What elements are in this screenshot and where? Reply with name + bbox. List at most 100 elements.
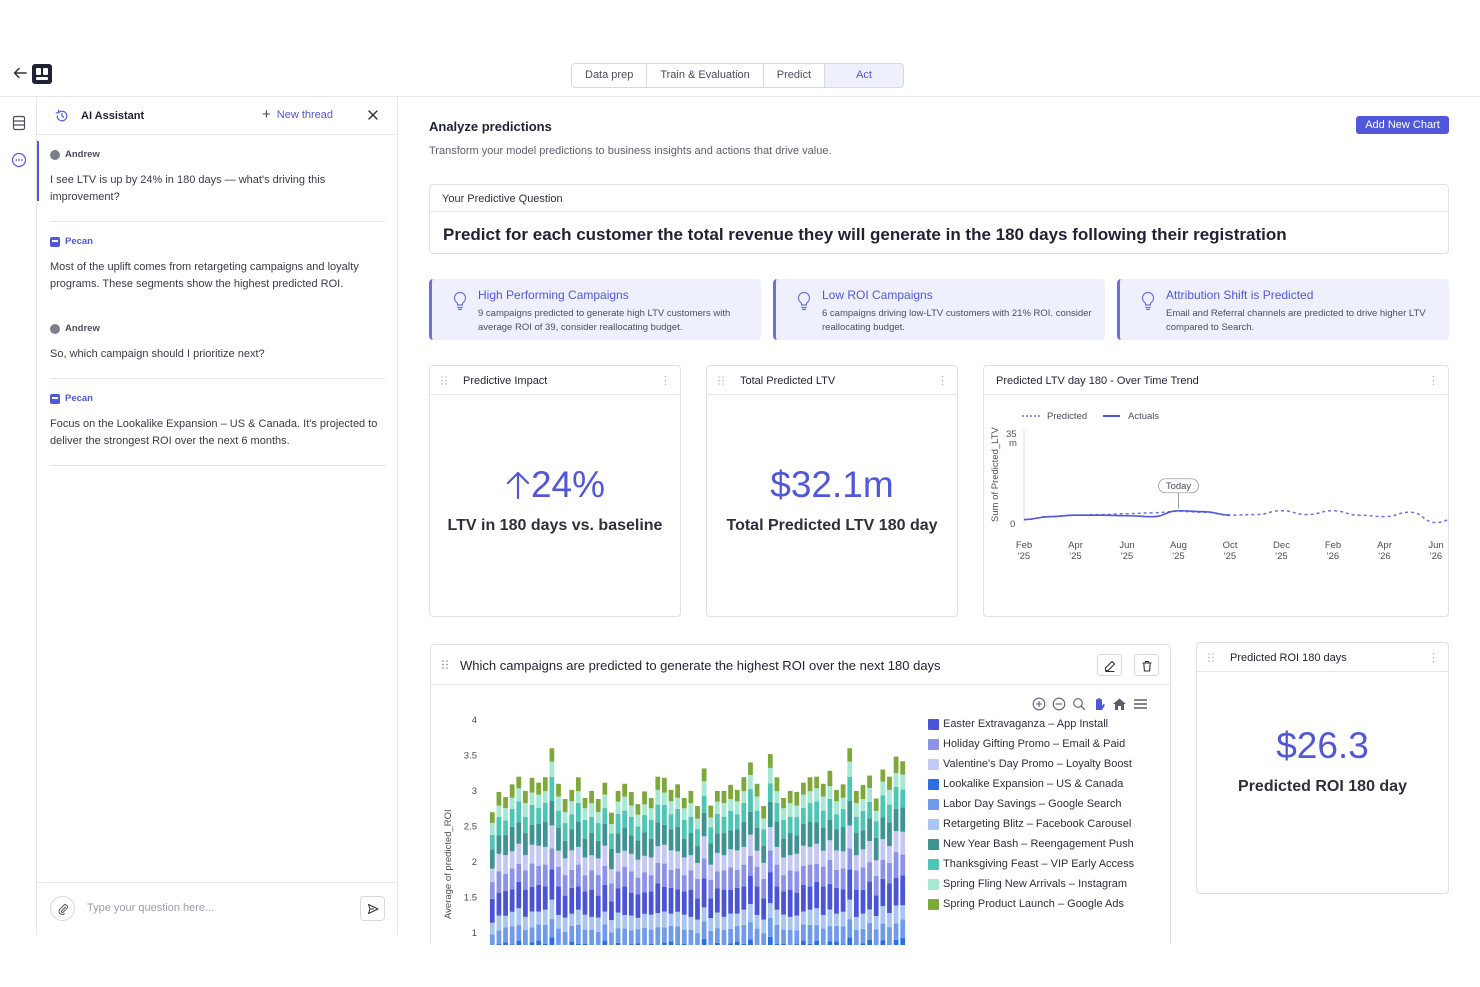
bar-stack[interactable] [774, 777, 780, 945]
legend-item[interactable]: Spring Fling New Arrivals – Instagram [928, 878, 1127, 890]
menu-icon[interactable] [1133, 697, 1148, 711]
bar-stack[interactable] [648, 797, 654, 945]
bar-stack[interactable] [900, 761, 906, 945]
legend-item[interactable]: Labor Day Savings – Google Search [928, 798, 1122, 810]
bar-stack[interactable] [807, 777, 813, 945]
home-icon[interactable] [1112, 697, 1127, 711]
bar-stack[interactable] [721, 790, 727, 945]
bar-stack[interactable] [536, 782, 542, 945]
bar-stack[interactable] [635, 804, 641, 945]
more-options-icon[interactable] [941, 375, 944, 386]
bar-stack[interactable] [853, 790, 859, 945]
legend-item[interactable]: Thanksgiving Feast – VIP Early Access [928, 858, 1134, 870]
zoom-in-icon[interactable] [1032, 697, 1046, 711]
legend-item[interactable]: Easter Extravaganza – App Install [928, 718, 1108, 730]
drag-handle-icon[interactable] [1208, 653, 1214, 662]
bar-stack[interactable] [668, 789, 674, 945]
legend-item[interactable]: Valentine's Day Promo – Loyalty Boost [928, 758, 1132, 770]
bar-stack[interactable] [873, 798, 879, 945]
bar-stack[interactable] [860, 784, 866, 945]
list-icon[interactable] [11, 115, 27, 131]
bar-stack[interactable] [767, 754, 773, 945]
bar-stack[interactable] [787, 790, 793, 945]
bar-stack[interactable] [754, 783, 760, 945]
bar-stack[interactable] [834, 789, 839, 945]
bar-stack[interactable] [801, 782, 806, 945]
bar-stack[interactable] [794, 791, 800, 945]
bar-stack[interactable] [489, 812, 495, 945]
bar-stack[interactable] [642, 791, 647, 945]
bar-stack[interactable] [595, 799, 601, 945]
more-options-icon[interactable] [1432, 375, 1435, 386]
chat-icon[interactable] [11, 152, 27, 168]
bar-stack[interactable] [589, 790, 594, 945]
legend-item[interactable]: Holiday Gifting Promo – Email & Paid [928, 738, 1125, 750]
bar-stack[interactable] [503, 796, 508, 945]
bar-stack[interactable] [569, 789, 575, 945]
bar-stack[interactable] [741, 777, 747, 945]
bar-stack[interactable] [542, 777, 548, 945]
bar-stack[interactable] [847, 748, 853, 945]
drag-handle-icon[interactable] [441, 376, 447, 385]
send-button[interactable] [360, 896, 385, 921]
bar-stack[interactable] [549, 748, 555, 945]
bar-stack[interactable] [609, 812, 614, 945]
drag-handle-icon[interactable] [442, 660, 448, 669]
add-new-chart-button[interactable]: Add New Chart [1356, 116, 1449, 134]
bar-stack[interactable] [628, 791, 634, 945]
insight-card-low-roi[interactable]: Low ROI Campaigns 6 campaigns driving lo… [773, 279, 1105, 340]
bar-stack[interactable] [582, 797, 588, 945]
bar-stack[interactable] [516, 776, 522, 945]
bar-stack[interactable] [701, 768, 707, 945]
bar-stack[interactable] [781, 797, 786, 945]
bar-stack[interactable] [748, 762, 753, 945]
back-arrow-icon[interactable] [12, 65, 28, 81]
more-options-icon[interactable] [1432, 652, 1435, 663]
close-icon[interactable] [367, 109, 379, 121]
bar-stack[interactable] [509, 784, 515, 945]
bar-stack[interactable] [761, 806, 767, 945]
bar-stack[interactable] [575, 777, 581, 945]
more-options-icon[interactable] [664, 375, 667, 386]
bar-stack[interactable] [887, 776, 892, 945]
bar-stack[interactable] [655, 776, 661, 945]
bar-stack[interactable] [880, 769, 886, 945]
bar-stack[interactable] [827, 770, 833, 945]
step-act[interactable]: Act [825, 64, 904, 87]
insight-card-high-performing[interactable]: High Performing Campaigns 9 campaigns pr… [429, 279, 761, 340]
chat-input[interactable]: Type your question here... [87, 902, 215, 914]
zoom-out-icon[interactable] [1052, 697, 1066, 711]
bar-stack[interactable] [622, 783, 628, 945]
bar-stack[interactable] [681, 797, 687, 945]
bar-stack[interactable] [728, 784, 733, 945]
bar-stack[interactable] [814, 776, 820, 945]
bar-stack[interactable] [662, 777, 667, 945]
bar-stack[interactable] [496, 791, 502, 945]
bar-stack[interactable] [529, 777, 535, 945]
new-thread-button[interactable]: + New thread [262, 107, 333, 122]
bar-stack[interactable] [840, 784, 846, 945]
legend-item[interactable]: New Year Bash – Reengagement Push [928, 838, 1134, 850]
bar-stack[interactable] [714, 790, 720, 945]
bar-stack[interactable] [695, 806, 700, 945]
attach-button[interactable] [50, 896, 75, 921]
bar-stack[interactable] [734, 789, 740, 945]
legend-item[interactable]: Lookalike Expansion – US & Canada [928, 778, 1123, 790]
history-icon[interactable] [55, 109, 69, 123]
edit-button[interactable] [1097, 654, 1122, 676]
pan-hand-icon[interactable] [1092, 697, 1106, 711]
bar-stack[interactable] [675, 784, 681, 945]
step-predict[interactable]: Predict [764, 64, 826, 87]
bar-stack[interactable] [893, 756, 899, 945]
bar-stack[interactable] [708, 805, 714, 945]
step-train-evaluation[interactable]: Train & Evaluation [647, 64, 764, 87]
bar-stack[interactable] [602, 782, 608, 945]
step-data-prep[interactable]: Data prep [572, 64, 648, 87]
bar-stack[interactable] [820, 783, 826, 945]
magnifier-icon[interactable] [1072, 697, 1086, 711]
bar-stack[interactable] [688, 790, 694, 945]
delete-button[interactable] [1134, 654, 1159, 676]
bar-stack[interactable] [615, 790, 621, 945]
legend-item[interactable]: Spring Product Launch – Google Ads [928, 898, 1124, 910]
bar-stack[interactable] [523, 790, 528, 945]
